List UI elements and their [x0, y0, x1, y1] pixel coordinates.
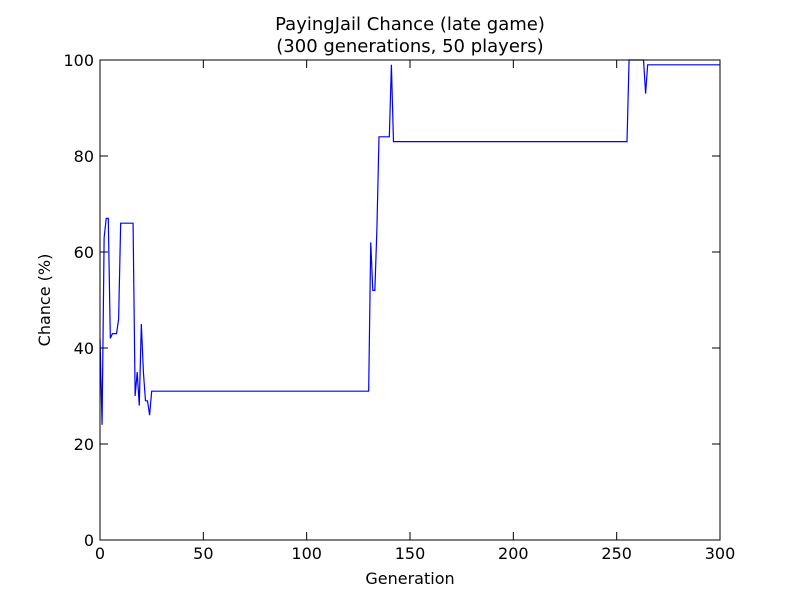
x-tick-label: 200 [498, 544, 529, 563]
x-tick-label: 250 [601, 544, 632, 563]
y-tick-label: 100 [63, 51, 94, 70]
x-tick-label: 50 [193, 544, 213, 563]
x-tick-label: 0 [95, 544, 105, 563]
y-tick-label: 60 [74, 243, 94, 262]
x-tick-label: 150 [395, 544, 426, 563]
y-axis: 0 20 40 60 80 100 [63, 51, 720, 550]
chart-title: PayingJail Chance (late game) [275, 14, 545, 35]
x-axis-label: Generation [365, 569, 454, 588]
y-tick-label: 0 [84, 531, 94, 550]
y-tick-label: 20 [74, 435, 94, 454]
y-axis-label: Chance (%) [35, 254, 54, 347]
y-tick-label: 80 [74, 147, 94, 166]
chart-subtitle: (300 generations, 50 players) [276, 36, 543, 57]
y-tick-label: 40 [74, 339, 94, 358]
x-tick-label: 100 [291, 544, 322, 563]
x-axis: 0 50 100 150 200 250 300 [95, 60, 735, 563]
x-tick-label: 300 [705, 544, 736, 563]
